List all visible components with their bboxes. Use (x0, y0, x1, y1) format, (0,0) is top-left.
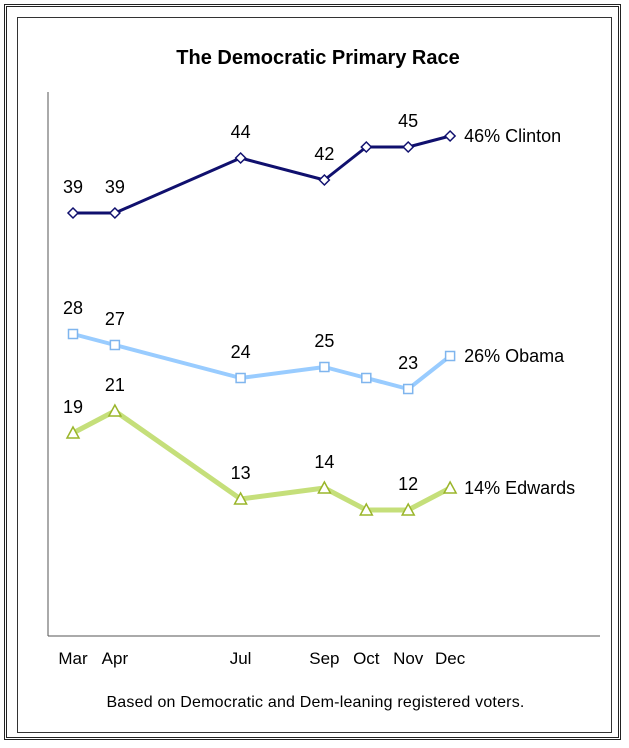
data-label: 13 (231, 463, 251, 483)
data-point (402, 140, 415, 154)
data-point (361, 372, 372, 384)
data-point (65, 425, 81, 439)
x-tick-label: Nov (393, 649, 424, 668)
data-label: 12 (398, 474, 418, 494)
data-label: 21 (105, 375, 125, 395)
series-line-obama (71, 332, 453, 391)
data-label: 24 (231, 342, 251, 362)
data-point (235, 372, 246, 384)
data-point (108, 206, 121, 220)
data-point (234, 151, 247, 165)
chart-panel: The Democratic Primary Race Mar Apr Jul Sep… (17, 17, 612, 733)
x-tick-label: Jul (230, 649, 252, 668)
x-tick-label: Oct (353, 649, 380, 668)
series-end-label-clinton: 46% Clinton (464, 126, 561, 146)
data-label: 19 (63, 397, 83, 417)
data-label: 25 (314, 331, 334, 351)
data-point (400, 502, 416, 516)
x-tick-label: Dec (435, 649, 466, 668)
data-point (317, 480, 332, 494)
series-line-edwards (70, 408, 453, 513)
data-point (442, 480, 458, 494)
x-tick-label: Mar (58, 649, 88, 668)
data-point (444, 350, 456, 362)
data-point (66, 206, 80, 220)
chart-title: The Democratic Primary Race (176, 47, 459, 69)
series-end-label-obama: 26% Obama (464, 346, 565, 366)
data-point (67, 328, 79, 340)
x-tick-label: Sep (309, 649, 339, 668)
line-chart: The Democratic Primary Race Mar Apr Jul Sep… (47, 47, 600, 668)
data-label: 39 (63, 177, 83, 197)
series-end-label-edwards: 14% Edwards (464, 478, 575, 498)
data-point (360, 140, 373, 154)
data-label: 23 (398, 353, 418, 373)
plot-area: Mar Apr Jul Sep Oct Nov Dec 39 39 44 42 45 46% Clint… (58, 111, 575, 668)
data-point (107, 403, 123, 417)
data-point (444, 129, 457, 143)
chart-frame: The Democratic Primary Race Mar Apr Jul Sep… (4, 4, 621, 740)
data-point (233, 491, 248, 505)
data-label: 14 (314, 452, 334, 472)
series-line-clinton (71, 134, 452, 215)
data-point (109, 339, 121, 351)
data-label: 42 (314, 144, 334, 164)
data-point (402, 383, 414, 395)
data-label: 39 (105, 177, 125, 197)
data-point (359, 502, 374, 516)
footnote: Based on Democratic and Dem-leaning regi… (106, 694, 525, 711)
data-label: 28 (63, 298, 83, 318)
data-label: 44 (231, 122, 251, 142)
data-label: 45 (398, 111, 418, 131)
data-label: 27 (105, 309, 125, 329)
data-point (318, 173, 331, 187)
x-tick-label: Apr (102, 649, 129, 668)
data-point (319, 361, 330, 373)
